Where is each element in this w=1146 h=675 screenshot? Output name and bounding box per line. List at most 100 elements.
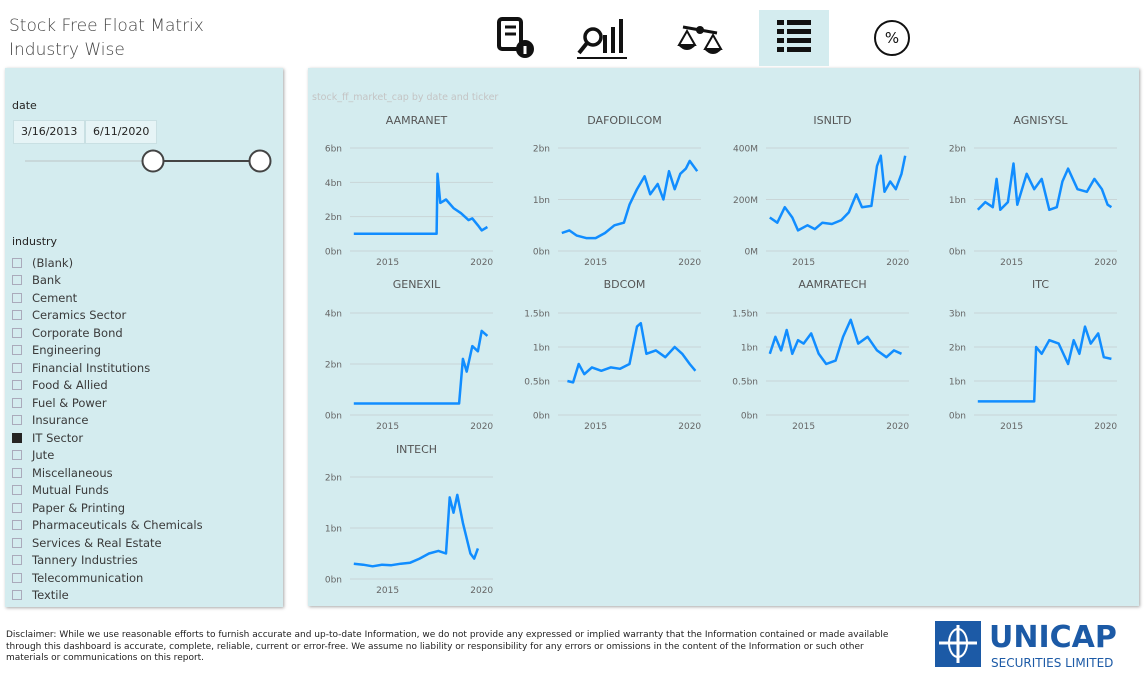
icon: % [874,20,910,56]
series-line [769,154,907,232]
checkbox[interactable] [12,362,22,373]
x-tick-label: 2015 [1000,258,1023,268]
nav-matrix[interactable] [759,10,829,66]
checkbox[interactable] [12,397,22,408]
checkbox[interactable] [12,520,22,531]
industry-label: Ceramics Sector [32,308,127,323]
date-slider[interactable] [5,146,283,176]
x-tick-label: 2020 [678,422,701,432]
y-tick-label: 200M [733,196,758,206]
y-tick-label: 1bn [949,196,966,206]
y-tick-label: 4bn [325,310,342,320]
visual-title: stock_ff_market_cap by date and ticker [312,92,498,103]
x-tick-label: 2020 [1094,258,1117,268]
industry-item[interactable]: Mutual Funds [12,482,203,500]
icon [497,17,534,58]
y-tick-label: 0bn [533,412,550,422]
industry-item[interactable]: Miscellaneous [12,464,203,482]
checkbox[interactable] [12,345,22,356]
nav-percent[interactable]: % [857,10,927,66]
industry-label: Pharmaceuticals & Chemicals [32,518,203,533]
checkbox[interactable] [12,555,22,566]
industry-label: Engineering [32,343,101,358]
industry-item[interactable]: Textile [12,587,203,605]
checkbox[interactable] [12,310,22,321]
industry-item[interactable]: Ceramics Sector [12,307,203,325]
x-tick-label: 2015 [376,258,399,268]
page-title: Stock Free Float Matrix Industry Wise [9,16,204,60]
series-line [353,172,489,236]
industry-item[interactable]: Services & Real Estate [12,534,203,552]
industry-item[interactable]: Fuel & Power [12,394,203,412]
y-tick-label: 6bn [325,145,342,155]
x-tick-label: 2015 [1000,422,1023,432]
logo-name: UNICAP [989,620,1117,655]
nav-analysis[interactable] [568,10,638,66]
small-multiples: stock_ff_market_cap by date and ticker A… [312,92,1117,596]
checkbox[interactable] [12,537,22,548]
x-tick-label: 2020 [886,422,909,432]
x-tick-label: 2020 [886,258,909,268]
industry-item[interactable]: Financial Institutions [12,359,203,377]
y-tick-label: 2bn [949,145,966,155]
date-start[interactable]: 3/16/2013 [13,120,86,144]
industry-label: Telecommunication [32,570,144,585]
industry-item[interactable]: Telecommunication [12,569,203,587]
industry-item[interactable]: Food & Allied [12,377,203,395]
y-tick-label: 0M [745,248,759,258]
checkbox[interactable] [12,380,22,391]
industry-item[interactable]: Cement [12,289,203,307]
checkbox[interactable] [12,327,22,338]
y-tick-label: 0bn [949,412,966,422]
industry-item[interactable]: Jute [12,447,203,465]
logo: UNICAP SECURITIES LIMITED [933,619,1133,671]
x-tick-label: 2020 [470,422,493,432]
checkbox[interactable] [12,572,22,583]
industry-item[interactable]: Paper & Printing [12,499,203,517]
series-line [353,493,480,568]
x-tick-label: 2020 [470,586,493,596]
checkbox[interactable] [12,590,22,601]
icon [777,20,811,52]
x-tick-label: 2015 [376,422,399,432]
series-line [353,329,489,405]
checkbox[interactable] [12,275,22,286]
y-tick-label: 2bn [533,145,550,155]
industry-item[interactable]: (Blank) [12,254,203,272]
checkbox[interactable] [12,502,22,513]
disclaimer: Disclaimer: While we use reasonable effo… [6,630,889,663]
industry-item[interactable]: Insurance [12,412,203,430]
x-tick-label: 2020 [470,258,493,268]
industry-item[interactable]: IT Sector [12,429,203,447]
industry-item[interactable]: Corporate Bond [12,324,203,342]
date-end[interactable]: 6/11/2020 [85,120,158,144]
series-line [977,325,1112,403]
y-tick-label: 2bn [325,361,342,371]
checkbox[interactable] [12,432,22,443]
checkbox[interactable] [12,450,22,461]
icon [577,19,627,59]
series-line [561,159,699,240]
y-tick-label: 0bn [949,248,966,258]
checkbox[interactable] [12,257,22,268]
checkbox[interactable] [12,292,22,303]
industry-item[interactable]: Pharmaceuticals & Chemicals [12,517,203,535]
industry-label: Insurance [32,413,89,428]
icon [677,25,723,54]
checkbox[interactable] [12,485,22,496]
nav-info[interactable] [481,10,551,66]
x-tick-label: 2020 [1094,422,1117,432]
industry-label: Cement [32,290,78,305]
y-tick-label: 2bn [325,213,342,223]
y-tick-label: 0.5bn [524,378,550,388]
checkbox[interactable] [12,467,22,478]
y-tick-label: 0.5bn [732,378,758,388]
industry-item[interactable]: Bank [12,272,203,290]
nav-compare[interactable] [665,10,735,66]
industry-item[interactable]: Engineering [12,342,203,360]
checkbox[interactable] [12,415,22,426]
industry-label: Jute [32,448,55,463]
industry-label: industry [12,235,58,248]
industry-item[interactable]: Tannery Industries [12,552,203,570]
x-tick-label: 2015 [792,422,815,432]
